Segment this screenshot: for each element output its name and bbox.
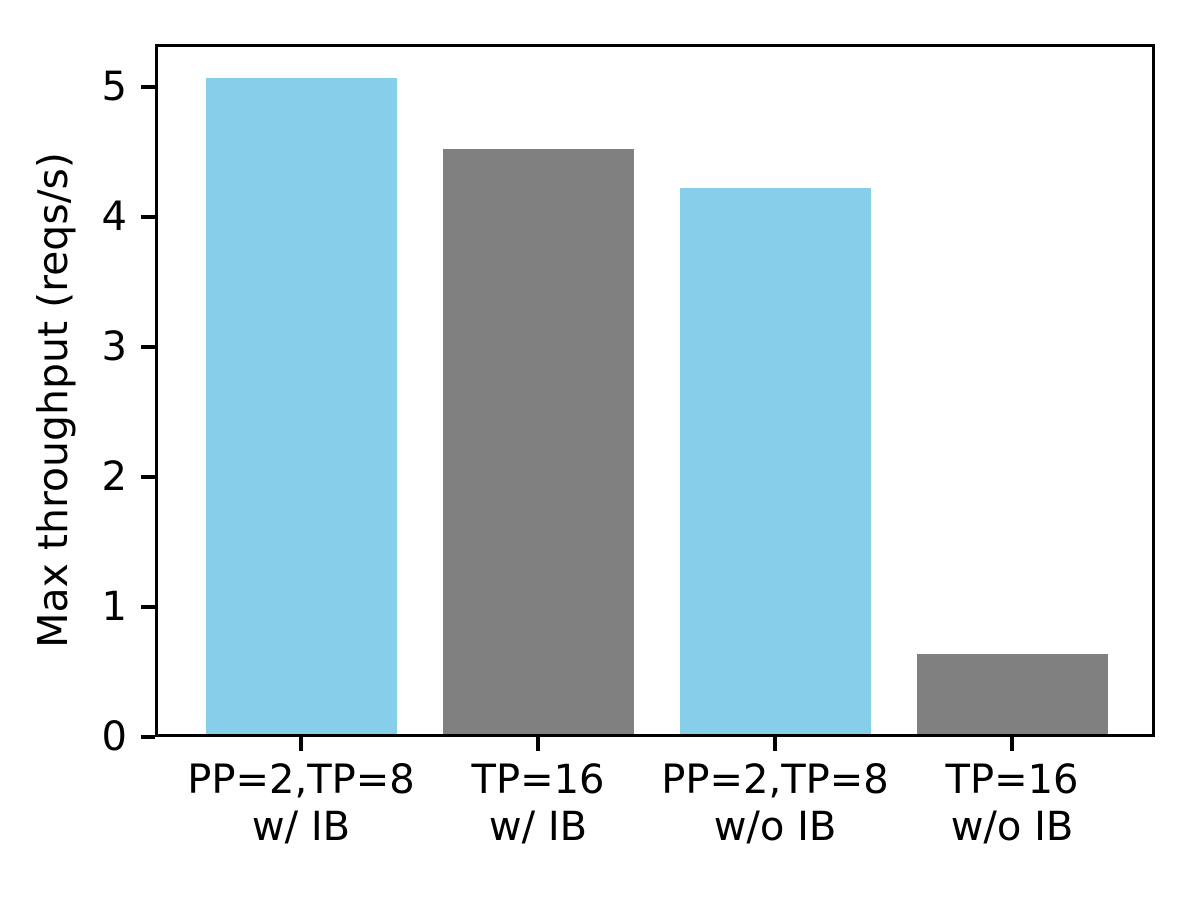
y-tick-label: 4: [101, 193, 127, 240]
y-tick-label: 0: [101, 714, 127, 760]
bar-4: [916, 653, 1108, 737]
x-tick-mark: [773, 737, 777, 751]
x-tick-label: PP=2,TP=8 w/o IB: [575, 757, 975, 851]
x-tick-mark: [299, 737, 303, 751]
bar-1: [205, 77, 397, 737]
x-tick-label-line: TP=16: [471, 757, 605, 803]
x-tick-label: PP=2,TP=8 w/ IB: [101, 757, 501, 851]
x-tick-label: TP=16 w/ IB: [338, 757, 738, 851]
x-tick-label-line: w/o IB: [950, 804, 1074, 850]
y-tick-mark: [141, 344, 155, 349]
x-tick-label-line: w/ IB: [488, 804, 588, 850]
x-tick-label-line: TP=16: [945, 757, 1079, 803]
x-tick-label-line: PP=2,TP=8: [187, 757, 415, 803]
x-tick-label-line: w/ IB: [251, 804, 351, 850]
x-tick-label: TP=16 w/o IB: [812, 757, 1200, 851]
y-tick-label: 5: [101, 63, 127, 110]
bar-3: [679, 188, 871, 737]
y-tick-label: 1: [101, 583, 127, 630]
x-tick-label-line: PP=2,TP=8: [661, 757, 889, 803]
y-tick-mark: [141, 474, 155, 479]
x-tick-label-line: w/o IB: [713, 804, 837, 850]
y-tick-mark: [141, 735, 155, 739]
bar-2: [442, 149, 634, 737]
y-tick-label: 3: [101, 323, 127, 370]
y-tick-mark: [141, 604, 155, 609]
y-tick-label: 2: [101, 453, 127, 500]
x-tick-mark: [536, 737, 540, 751]
y-tick-mark: [141, 84, 155, 89]
plot-area: [155, 44, 1155, 737]
y-tick-mark: [141, 214, 155, 219]
x-tick-mark: [1010, 737, 1014, 751]
